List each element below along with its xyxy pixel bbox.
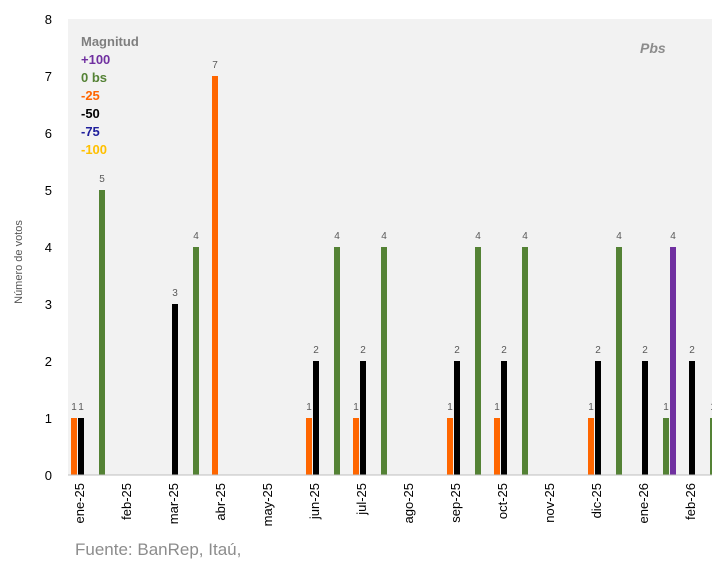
bar-minus-50-jun-25 — [313, 361, 319, 475]
bar-minus-25-jul-25 — [353, 418, 359, 475]
y-tick-label: 5 — [45, 183, 52, 198]
x-axis: ene-25 feb-25 mar-25 abr-25 may-25 jun-25 jul-… — [72, 483, 698, 526]
bar-minus-25-abr-25 — [212, 76, 218, 475]
legend: Magnitud +100 0 bs -25 -50 -75 -100 — [81, 33, 139, 159]
data-label: 2 — [313, 345, 319, 356]
y-tick-label: 8 — [45, 12, 52, 27]
x-tick-label: sep-25 — [448, 483, 463, 523]
bar-minus-25-sep-25 — [447, 418, 453, 475]
legend-entry-plus-100: +100 — [81, 52, 111, 67]
y-tick-label: 0 — [45, 468, 52, 483]
data-label: 1 — [306, 402, 312, 413]
data-labels: 11534712412412412412421421 — [71, 60, 712, 413]
y-axis: 0 1 2 3 4 5 6 7 8 — [45, 12, 52, 483]
legend-entry-minus-50: -50 — [81, 106, 100, 121]
bar-minus-25-dic-25 — [588, 418, 594, 475]
data-label: 2 — [360, 345, 366, 356]
bar-minus-25-oct-25 — [494, 418, 500, 475]
x-tick-label: dic-25 — [589, 483, 604, 518]
x-tick-label: nov-25 — [542, 483, 557, 523]
data-label: 2 — [642, 345, 648, 356]
data-label: 1 — [710, 402, 712, 413]
bar-minus-50-dic-25 — [595, 361, 601, 475]
data-label: 1 — [71, 402, 77, 413]
bar-0-bs-oct-25 — [522, 247, 528, 475]
bars — [71, 76, 712, 475]
data-label: 2 — [454, 345, 460, 356]
bar-minus-50-feb-26 — [689, 361, 695, 475]
x-tick-label: feb-26 — [683, 483, 698, 520]
bar-minus-50-sep-25 — [454, 361, 460, 475]
bar-0-bs-mar-25 — [193, 247, 199, 475]
bar-minus-50-ene-26 — [642, 361, 648, 475]
bar-minus-50-ene-25 — [78, 418, 84, 475]
bar-0-bs-ene-26 — [663, 418, 669, 475]
data-label: 5 — [99, 174, 105, 185]
unit-label: Pbs — [640, 40, 666, 56]
data-label: 1 — [78, 402, 84, 413]
legend-title: Magnitud — [81, 34, 139, 49]
y-tick-label: 1 — [45, 411, 52, 426]
bar-minus-50-jul-25 — [360, 361, 366, 475]
data-label: 7 — [212, 60, 218, 71]
data-label: 2 — [501, 345, 507, 356]
x-tick-label: jun-25 — [307, 483, 322, 520]
bar-minus-25-jun-25 — [306, 418, 312, 475]
data-label: 4 — [475, 231, 481, 242]
data-label: 3 — [172, 288, 178, 299]
bar-0-bs-dic-25 — [616, 247, 622, 475]
bar-0-bs-jul-25 — [381, 247, 387, 475]
data-label: 1 — [447, 402, 453, 413]
legend-entry-0-bs: 0 bs — [81, 70, 108, 85]
y-tick-label: 6 — [45, 126, 52, 141]
data-label: 4 — [381, 231, 387, 242]
x-tick-label: abr-25 — [213, 483, 228, 521]
y-axis-label: Número de votos — [13, 220, 25, 304]
x-tick-label: ene-25 — [72, 483, 87, 523]
bar-minus-50-mar-25 — [172, 304, 178, 475]
y-tick-label: 7 — [45, 69, 52, 84]
x-tick-label: ene-26 — [636, 483, 651, 523]
x-tick-label: oct-25 — [495, 483, 510, 519]
data-label: 4 — [616, 231, 622, 242]
legend-entry-minus-75: -75 — [81, 124, 100, 139]
bar-plusminus-100-ene-26 — [670, 247, 676, 475]
data-label: 1 — [588, 402, 594, 413]
data-label: 1 — [353, 402, 359, 413]
data-label: 4 — [522, 231, 528, 242]
plot-area — [68, 19, 712, 475]
data-label: 2 — [595, 345, 601, 356]
y-tick-label: 2 — [45, 354, 52, 369]
bar-minus-50-oct-25 — [501, 361, 507, 475]
data-label: 2 — [689, 345, 695, 356]
x-tick-label: may-25 — [260, 483, 275, 526]
source-note: Fuente: BanRep, Itaú, — [75, 540, 242, 559]
x-tick-label: feb-25 — [119, 483, 134, 520]
data-label: 4 — [334, 231, 340, 242]
bar-0-bs-ene-25 — [99, 190, 105, 475]
bar-0-bs-feb-26 — [710, 418, 712, 475]
data-label: 4 — [670, 231, 676, 242]
data-label: 4 — [193, 231, 199, 242]
y-tick-label: 3 — [45, 297, 52, 312]
bar-minus-25-ene-25 — [71, 418, 77, 475]
data-label: 1 — [494, 402, 500, 413]
x-tick-label: jul-25 — [354, 483, 369, 516]
data-label: 1 — [663, 402, 669, 413]
legend-entry-minus-25: -25 — [81, 88, 100, 103]
bar-0-bs-jun-25 — [334, 247, 340, 475]
bar-0-bs-sep-25 — [475, 247, 481, 475]
legend-entry-minus-100: -100 — [81, 142, 108, 157]
y-tick-label: 4 — [45, 240, 52, 255]
x-tick-label: mar-25 — [166, 483, 181, 524]
x-tick-label: ago-25 — [401, 483, 416, 523]
